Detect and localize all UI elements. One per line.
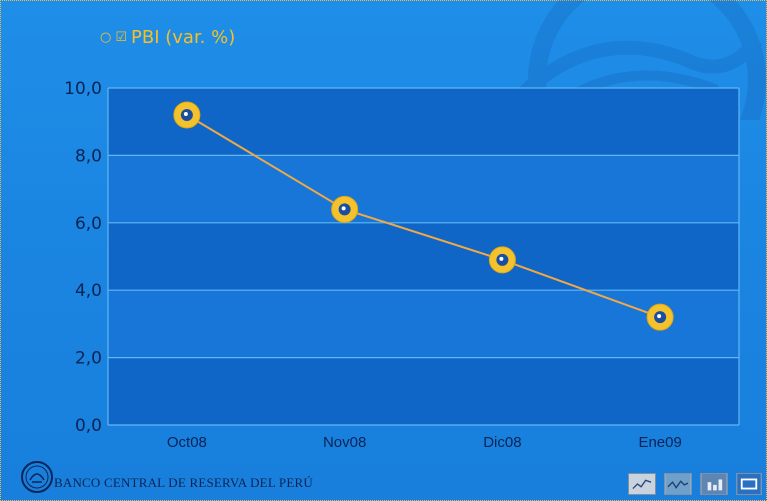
bar-chart-icon[interactable]	[700, 473, 728, 495]
plot-band	[108, 155, 739, 223]
window-icon[interactable]	[736, 473, 762, 495]
data-point-highlight	[657, 314, 662, 319]
data-point-highlight	[183, 111, 188, 116]
y-tick-label: 0,0	[75, 416, 102, 436]
bank-seal-icon	[21, 461, 53, 493]
y-tick-label: 2,0	[75, 349, 102, 369]
plot-band	[108, 222, 739, 291]
circle-icon: ○	[100, 30, 112, 45]
plot-band	[108, 290, 739, 358]
chart-legend: ○ ☑ PBI (var. %)	[100, 27, 235, 48]
legend-label: PBI (var. %)	[131, 27, 236, 48]
y-tick-label: 8,0	[75, 146, 102, 166]
plot-band	[108, 357, 739, 425]
data-point-highlight	[341, 206, 346, 211]
y-tick-label: 10,0	[64, 79, 102, 99]
line-chart-icon[interactable]	[628, 473, 656, 495]
x-tick-label: Oct08	[167, 434, 207, 451]
x-tick-label: Ene09	[638, 434, 681, 451]
data-point-highlight	[499, 256, 504, 261]
plot-band	[108, 88, 739, 156]
x-tick-label: Nov08	[323, 434, 366, 451]
wave-chart-icon[interactable]	[664, 473, 692, 495]
series-line	[186, 114, 661, 319]
x-tick-label: Dic08	[483, 434, 521, 451]
y-tick-label: 4,0	[75, 281, 102, 301]
checkbox-icon: ☑	[115, 30, 127, 45]
institution-name: BANCO CENTRAL DE RESERVA DEL PERÚ	[54, 475, 313, 490]
y-tick-label: 6,0	[75, 214, 102, 234]
